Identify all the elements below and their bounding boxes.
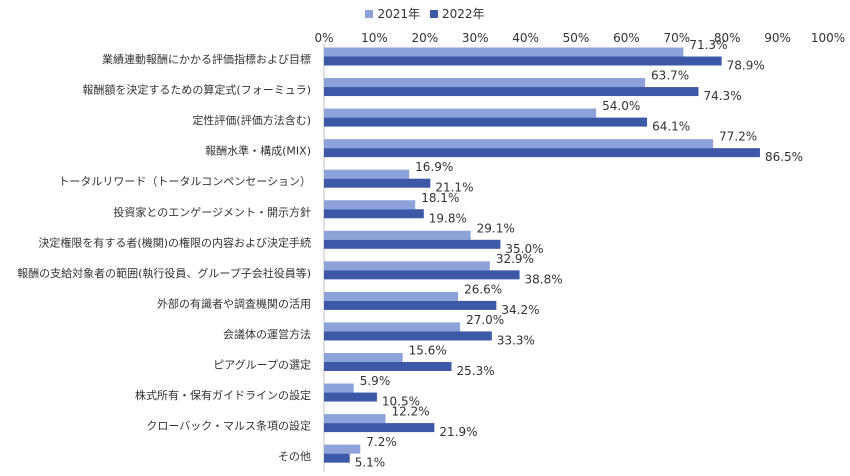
data-label-2021: 32.9%: [496, 252, 534, 266]
data-label-2021: 16.9%: [415, 160, 453, 174]
bar-2022: [324, 331, 492, 341]
category-label: 報酬水準・構成(MIX): [205, 144, 311, 158]
data-label-2022: 5.1%: [355, 456, 386, 470]
data-label-2021: 5.9%: [360, 374, 391, 388]
legend-swatch-2022: [430, 9, 438, 18]
data-label-2022: 86.5%: [765, 150, 803, 164]
category-label: その他: [278, 450, 311, 463]
bar-2021: [324, 47, 684, 57]
category-label: トータルリワード（トータルコンペンセーション）: [58, 175, 311, 188]
bar-2021: [324, 108, 597, 118]
x-tick-label: 10%: [361, 31, 388, 45]
data-label-2022: 35.0%: [505, 242, 543, 256]
data-label-2022: 21.1%: [435, 181, 473, 195]
legend-label-2022: 2022年: [442, 7, 485, 21]
data-label-2022: 74.3%: [703, 89, 741, 103]
category-label: 報酬の支給対象者の範囲(執行役員、グループ子会社役員等): [17, 266, 311, 280]
category-label: 決定権限を有する者(機関)の権限の内容および決定手続: [38, 235, 311, 249]
legend-item-2022: 2022年: [430, 5, 485, 22]
data-label-2021: 29.1%: [477, 221, 515, 235]
bar-2021: [324, 261, 490, 271]
data-label-2022: 21.9%: [439, 425, 477, 439]
data-label-2021: 26.6%: [464, 282, 502, 296]
data-label-2021: 77.2%: [719, 130, 757, 144]
legend-label-2021: 2021年: [377, 7, 420, 21]
bar-2021: [324, 322, 461, 332]
data-label-2022: 10.5%: [382, 395, 420, 409]
x-tick-label: 60%: [613, 31, 640, 45]
data-label-2022: 78.9%: [727, 59, 765, 73]
category-label: 会議体の運営方法: [223, 327, 311, 341]
bar-2022: [324, 56, 722, 66]
bar-2021: [324, 230, 471, 240]
bar-2022: [324, 148, 760, 158]
bar-2021: [324, 200, 416, 210]
bar-2021: [324, 444, 361, 454]
bar-2022: [324, 392, 377, 402]
x-tick-label: 80%: [714, 31, 741, 45]
bar-2022: [324, 178, 431, 188]
data-label-2021: 71.3%: [689, 38, 727, 52]
bar-2021: [324, 291, 459, 301]
bar-2022: [324, 300, 497, 310]
bar-2021: [324, 78, 646, 88]
x-tick-label: 70%: [663, 31, 690, 45]
bar-2022: [324, 362, 452, 371]
data-label-2022: 19.8%: [429, 211, 467, 225]
data-label-2022: 33.3%: [497, 333, 535, 347]
bar-2022: [324, 117, 648, 127]
category-label: 投資家とのエンゲージメント・開示方針: [113, 205, 311, 219]
bar-2022: [324, 453, 350, 463]
data-label-2022: 34.2%: [501, 303, 539, 317]
bar-2021: [324, 353, 403, 362]
data-label-2021: 63.7%: [651, 69, 689, 83]
bar-2022: [324, 423, 435, 433]
data-label-2021: 15.6%: [409, 344, 447, 358]
category-label: 業績連動報酬にかかる評価指標および目標: [102, 52, 311, 66]
bar-2022: [324, 209, 424, 219]
x-tick-label: 90%: [764, 31, 791, 45]
data-label-2021: 18.1%: [421, 191, 459, 205]
data-label-2021: 7.2%: [366, 435, 397, 449]
data-label-2021: 54.0%: [602, 99, 640, 113]
x-tick-label: 50%: [563, 31, 590, 45]
bar-2022: [324, 87, 699, 97]
bar-2021: [324, 169, 410, 179]
data-label-2022: 38.8%: [525, 272, 563, 286]
chart-legend: 2021年 2022年: [0, 5, 850, 22]
data-label-2021: 12.2%: [391, 405, 429, 419]
data-label-2021: 27.0%: [466, 313, 504, 327]
bar-2021: [324, 139, 714, 149]
category-label: クローバック・マルス条項の設定: [146, 419, 311, 433]
legend-item-2021: 2021年: [365, 5, 420, 22]
data-label-2022: 64.1%: [652, 120, 690, 134]
category-label: 外部の有識者や調査機関の活用: [157, 296, 311, 310]
data-label-2022: 25.3%: [457, 364, 495, 378]
category-label: 定性評価(評価方法含む): [192, 113, 311, 127]
category-label: ピアグループの選定: [213, 358, 311, 372]
bar-2021: [324, 414, 386, 424]
bar-2022: [324, 239, 501, 249]
x-tick-label: 0%: [314, 31, 333, 45]
bar-2022: [324, 270, 520, 280]
x-tick-label: 30%: [462, 31, 489, 45]
x-tick-label: 20%: [411, 31, 438, 45]
x-tick-label: 40%: [512, 31, 539, 45]
category-label: 株式所有・保有ガイドラインの設定: [135, 388, 311, 402]
bar-2021: [324, 383, 354, 393]
category-label: 報酬額を決定するための算定式(フォーミュラ): [82, 83, 311, 97]
legend-swatch-2021: [365, 9, 374, 18]
x-tick-label: 100%: [811, 31, 845, 45]
